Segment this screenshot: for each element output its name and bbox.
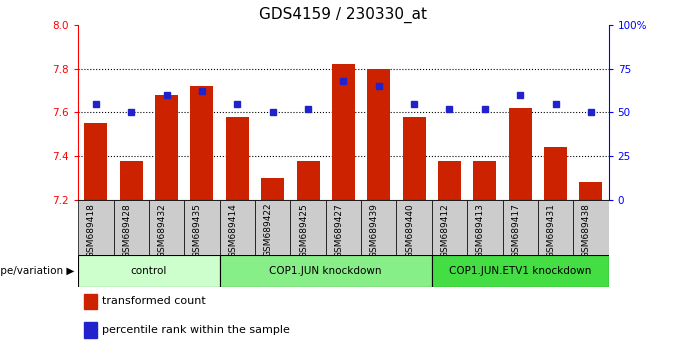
Text: GSM689440: GSM689440 [405, 203, 414, 257]
Text: GSM689439: GSM689439 [370, 203, 379, 258]
Bar [432, 200, 467, 255]
Bar [509, 108, 532, 200]
Text: GSM689431: GSM689431 [547, 203, 556, 258]
Title: GDS4159 / 230330_at: GDS4159 / 230330_at [259, 7, 428, 23]
Text: GSM689412: GSM689412 [441, 203, 449, 257]
Bar [396, 200, 432, 255]
Text: GSM689422: GSM689422 [264, 203, 273, 257]
Bar [226, 117, 249, 200]
Bar [155, 95, 178, 200]
Bar [473, 161, 496, 200]
Bar [220, 200, 255, 255]
Text: COP1.JUN.ETV1 knockdown: COP1.JUN.ETV1 knockdown [449, 266, 592, 276]
Bar [220, 255, 432, 287]
Text: genotype/variation ▶: genotype/variation ▶ [0, 266, 75, 276]
Text: GSM689418: GSM689418 [87, 203, 96, 258]
Text: GSM689425: GSM689425 [299, 203, 308, 257]
Text: GSM689438: GSM689438 [582, 203, 591, 258]
Bar [84, 123, 107, 200]
Bar [403, 117, 426, 200]
Text: transformed count: transformed count [102, 296, 206, 307]
Bar [84, 293, 97, 309]
Bar [579, 182, 602, 200]
Bar [503, 200, 538, 255]
Bar [326, 200, 361, 255]
Text: percentile rank within the sample: percentile rank within the sample [102, 325, 290, 335]
Bar [114, 200, 149, 255]
Bar [78, 255, 220, 287]
Bar [190, 86, 214, 200]
Text: GSM689428: GSM689428 [122, 203, 131, 257]
Bar [290, 200, 326, 255]
Text: GSM689414: GSM689414 [228, 203, 237, 257]
Bar [361, 200, 396, 255]
Text: GSM689427: GSM689427 [335, 203, 343, 257]
Bar [120, 161, 143, 200]
Bar [261, 178, 284, 200]
Text: GSM689417: GSM689417 [511, 203, 520, 258]
Bar [255, 200, 290, 255]
Text: control: control [131, 266, 167, 276]
Bar [149, 200, 184, 255]
Bar [544, 147, 567, 200]
Bar [84, 322, 97, 338]
Text: GSM689413: GSM689413 [476, 203, 485, 258]
Text: GSM689435: GSM689435 [193, 203, 202, 258]
Bar [296, 161, 320, 200]
Bar [467, 200, 503, 255]
Bar [538, 200, 573, 255]
Text: GSM689432: GSM689432 [158, 203, 167, 257]
Text: COP1.JUN knockdown: COP1.JUN knockdown [269, 266, 382, 276]
Bar [432, 255, 609, 287]
Bar [573, 200, 609, 255]
Bar [438, 161, 461, 200]
Bar [367, 69, 390, 200]
Bar [184, 200, 220, 255]
Bar [78, 200, 114, 255]
Bar [332, 64, 355, 200]
